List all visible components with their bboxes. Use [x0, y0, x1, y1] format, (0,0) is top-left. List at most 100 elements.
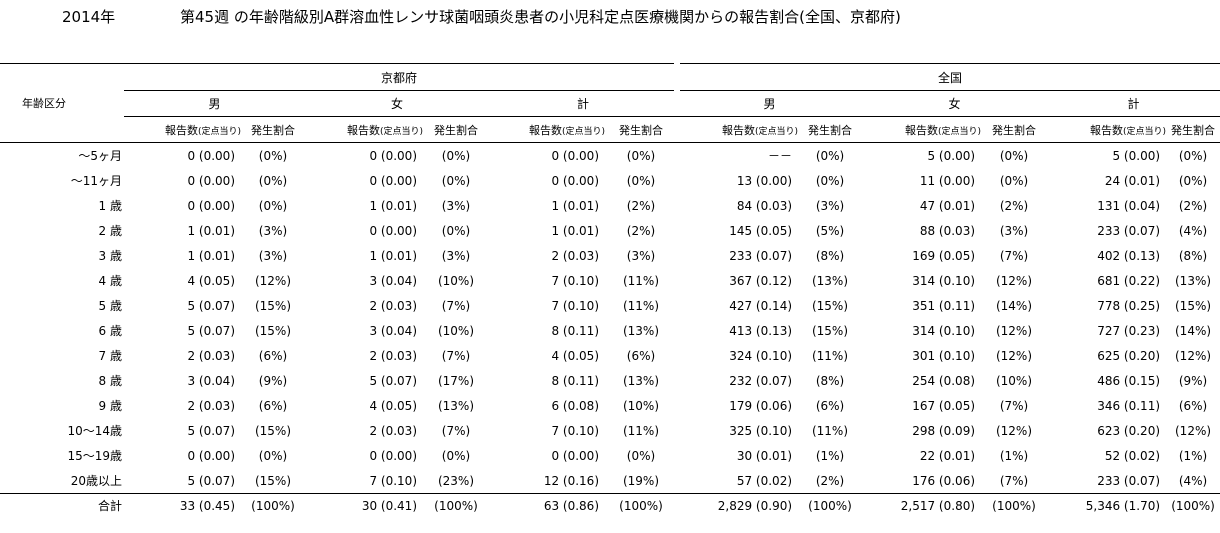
count-cell: 7 (0.10): [551, 423, 599, 438]
count-cell: 0 (0.00): [369, 148, 417, 163]
region-header-kyoto: 京都府: [124, 63, 681, 91]
count-cell: 0 (0.00): [369, 223, 417, 238]
count-cell: 7 (0.10): [551, 273, 599, 288]
ratio-cell: (13%): [1175, 273, 1212, 288]
count-cell: 30 (0.41): [305, 493, 423, 517]
age-cell: 1 歳: [98, 199, 122, 213]
ratio-cell: (1%): [999, 448, 1029, 463]
count-cell: 314 (0.10): [912, 323, 976, 338]
count-cell: 7 (0.10): [551, 298, 599, 313]
count-cell: 30 (0.01): [736, 448, 793, 463]
count-cell: 233 (0.07): [729, 248, 793, 263]
ratio-cell: (12%): [1175, 348, 1212, 363]
count-cell: 24 (0.01): [1104, 173, 1161, 188]
ratio-cell: (7%): [441, 348, 471, 363]
ratio-cell: (11%): [622, 298, 660, 313]
ratio-cell: (8%): [815, 373, 845, 388]
table-row: 20歳以上 5 (0.07) (15%) 7 (0.10) (23%) 12 (0.16)…: [0, 468, 1220, 494]
age-cell: 7 歳: [98, 349, 122, 363]
ratio-cell: (6%): [626, 348, 656, 363]
ratio-cell: (0%): [258, 173, 288, 188]
count-cell: 486 (0.15): [1097, 373, 1161, 388]
ratio-cell: (12%): [1175, 423, 1212, 438]
count-cell: 232 (0.07): [729, 373, 793, 388]
ratio-cell: (9%): [1178, 373, 1208, 388]
count-label: 報告数: [721, 123, 755, 137]
ratio-cell: (0%): [815, 173, 845, 188]
count-cell: 1 (0.01): [551, 198, 599, 213]
count-cell: 681 (0.22): [1097, 273, 1161, 288]
count-cell: 0 (0.00): [369, 448, 417, 463]
ratio-cell: (2%): [1178, 198, 1208, 213]
ratio-cell: (12%): [995, 273, 1033, 288]
ratio-cell: (0%): [258, 198, 288, 213]
ratio-cell: (11%): [811, 348, 849, 363]
age-cell: 20歳以上: [70, 474, 122, 488]
count-cell: 169 (0.05): [912, 248, 976, 263]
report-year: 2014年: [62, 8, 116, 26]
ratio-cell: (0%): [441, 148, 471, 163]
count-label: 報告数: [346, 123, 380, 137]
count-cell: 167 (0.05): [912, 398, 976, 413]
ratio-cell: (100%): [1166, 493, 1220, 517]
count-cell: 623 (0.20): [1097, 423, 1161, 438]
age-cell: ～5ヶ月: [78, 149, 122, 163]
count-column-header: 報告数(定点当り): [305, 116, 423, 143]
ratio-column-header: 発生割合: [423, 116, 489, 143]
ratio-cell: (3%): [441, 198, 471, 213]
count-cell: 176 (0.06): [912, 473, 976, 488]
count-label: 報告数: [528, 123, 562, 137]
count-cell: 13 (0.00): [736, 173, 793, 188]
sex-header: 女: [305, 90, 489, 117]
table-row: 7 歳 2 (0.03) (6%) 2 (0.03) (7%) 4 (0.05) (6%) 3…: [0, 343, 1220, 368]
count-cell: 0 (0.00): [551, 448, 599, 463]
age-cell: ～11ヶ月: [70, 174, 122, 188]
count-cell: 351 (0.11): [912, 298, 976, 313]
count-label: 報告数: [164, 123, 198, 137]
count-cell: 5 (0.00): [1112, 148, 1161, 163]
ratio-cell: (100%): [423, 493, 489, 517]
ratio-cell: (6%): [258, 398, 288, 413]
count-cell: 2 (0.03): [369, 348, 417, 363]
ratio-cell: (100%): [605, 493, 678, 517]
ratio-cell: (0%): [441, 448, 471, 463]
count-cell: 233 (0.07): [1097, 473, 1161, 488]
ratio-cell: (100%): [981, 493, 1048, 517]
ratio-cell: (2%): [626, 223, 656, 238]
ratio-cell: (12%): [254, 273, 292, 288]
table-row: 5 歳 5 (0.07) (15%) 2 (0.03) (7%) 7 (0.10) (11%…: [0, 293, 1220, 318]
report-title: 第45週 の年齢階級別A群溶血性レンサ球菌咽頭炎患者の小児科定点医療機関からの報…: [180, 8, 901, 26]
ratio-cell: (15%): [254, 423, 292, 438]
sex-header: 男: [677, 90, 863, 117]
ratio-cell: (0%): [1178, 148, 1208, 163]
ratio-cell: (0%): [1178, 173, 1208, 188]
age-cell: 4 歳: [98, 274, 122, 288]
count-cell: 0 (0.00): [369, 173, 417, 188]
age-cell: 10～14歳: [67, 424, 122, 438]
age-cell: 9 歳: [98, 399, 122, 413]
ratio-cell: (0%): [441, 173, 471, 188]
count-cell: 298 (0.09): [912, 423, 976, 438]
count-column-header: 報告数(定点当り): [677, 116, 799, 143]
count-cell: 4 (0.05): [369, 398, 417, 413]
ratio-cell: (4%): [1178, 223, 1208, 238]
count-cell: 52 (0.02): [1104, 448, 1161, 463]
count-cell: 88 (0.03): [919, 223, 976, 238]
count-cell: 7 (0.10): [369, 473, 417, 488]
ratio-cell: (6%): [1178, 398, 1208, 413]
region-header-national: 全国: [677, 63, 1220, 91]
table-row: ～11ヶ月 0 (0.00) (0%) 0 (0.00) (0%) 0 (0.00) (0%…: [0, 168, 1220, 193]
count-cell: 413 (0.13): [729, 323, 793, 338]
ratio-cell: (14%): [995, 298, 1033, 313]
table-row: 15～19歳 0 (0.00) (0%) 0 (0.00) (0%) 0 (0.00) (0…: [0, 443, 1220, 468]
ratio-cell: (10%): [622, 398, 660, 413]
count-cell: 63 (0.86): [489, 493, 605, 517]
count-cell: 1 (0.01): [187, 248, 235, 263]
ratio-cell: (13%): [811, 273, 849, 288]
ratio-cell: (23%): [437, 473, 475, 488]
count-cell: 314 (0.10): [912, 273, 976, 288]
age-cell: 8 歳: [98, 374, 122, 388]
count-cell: 2 (0.03): [369, 298, 417, 313]
ratio-cell: (12%): [995, 348, 1033, 363]
table-row: 9 歳 2 (0.03) (6%) 4 (0.05) (13%) 6 (0.08) (10%…: [0, 393, 1220, 418]
